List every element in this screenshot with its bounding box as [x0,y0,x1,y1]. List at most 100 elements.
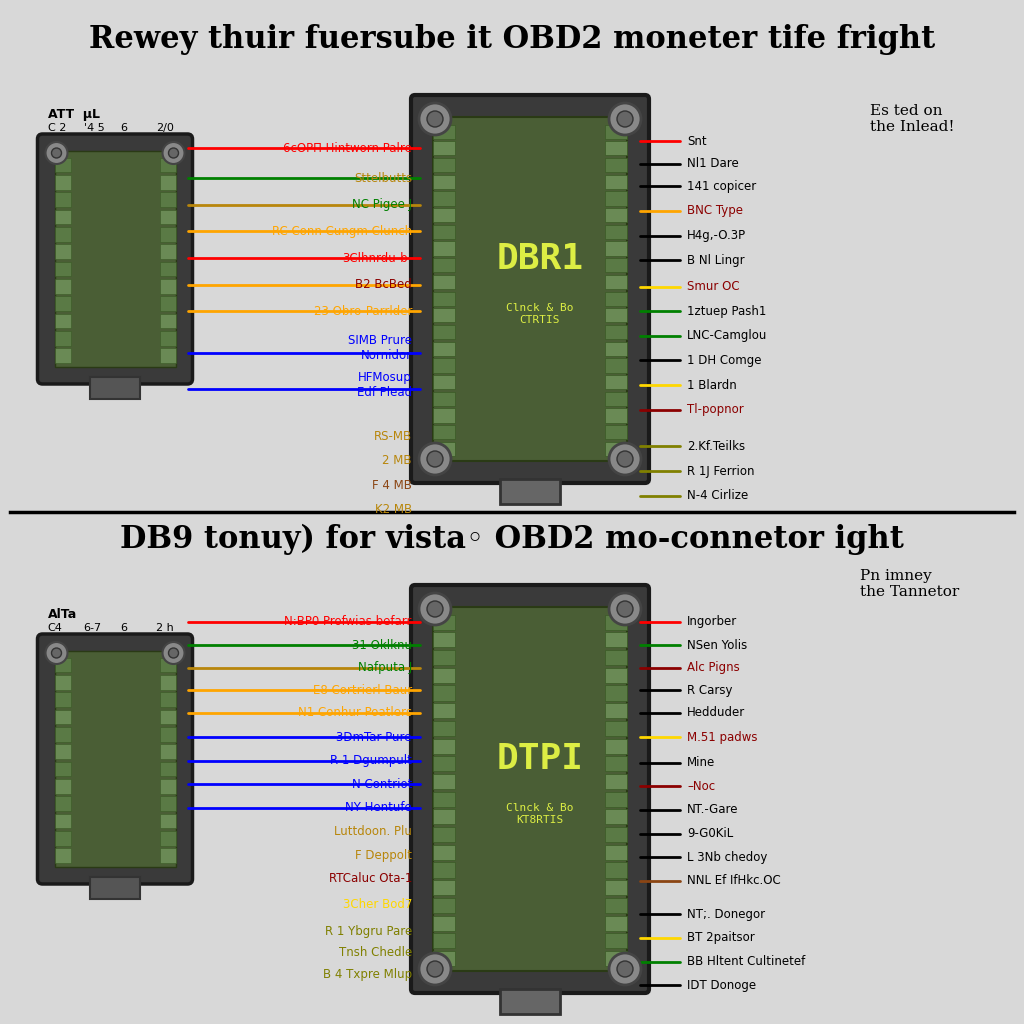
Bar [433,224,455,239]
Bar [433,650,455,666]
Circle shape [45,142,68,164]
Bar [433,242,455,256]
Text: NNL Ef IfHkc.OC: NNL Ef IfHkc.OC [687,874,780,887]
Bar [160,657,175,673]
Text: DB9 tonuy) for vista◦ OBD2 mo-connetor ight: DB9 tonuy) for vista◦ OBD2 mo-connetor i… [120,524,904,555]
Bar [605,375,627,389]
Text: 31 Oklknu: 31 Oklknu [352,639,412,651]
Text: 141 copicer: 141 copicer [687,180,757,193]
Bar [605,125,627,138]
Text: NT;. Donegor: NT;. Donegor [687,908,765,921]
Bar [54,296,71,311]
Text: Clnck & Bo
KT8RTIS: Clnck & Bo KT8RTIS [506,803,573,824]
Text: 6-7: 6-7 [84,623,101,633]
Bar [605,292,627,306]
Text: M.51 padws: M.51 padws [687,731,758,743]
Text: 2 h: 2 h [157,623,174,633]
Text: BT 2paitsor: BT 2paitsor [687,932,755,944]
Bar [90,377,140,399]
Bar [433,827,455,842]
Text: L 3Nb chedoy: L 3Nb chedoy [687,851,767,863]
Text: F Deppolt: F Deppolt [355,849,412,861]
Bar [160,279,175,294]
Circle shape [51,648,61,658]
Bar [160,158,175,172]
Text: B2 BcBed: B2 BcBed [355,279,412,291]
Text: ATT  µL: ATT µL [47,108,99,121]
Text: Pn imney
the Tannetor: Pn imney the Tannetor [860,569,959,599]
Bar [433,441,455,456]
Text: Tl-popnor: Tl-popnor [687,403,743,416]
Bar [54,848,71,863]
Bar [160,848,175,863]
Text: 2 MB: 2 MB [383,455,412,467]
Bar [54,245,71,259]
Bar [433,191,455,206]
Text: RTCaluc Ota-1: RTCaluc Ota-1 [329,872,412,885]
Bar [433,158,455,172]
Text: 1 Blardn: 1 Blardn [687,379,736,391]
Circle shape [427,961,443,977]
Text: E8 Cortrierl Baur: E8 Cortrierl Baur [312,684,412,696]
Bar [433,342,455,355]
Text: Nl1 Dare: Nl1 Dare [687,158,738,170]
Circle shape [617,111,633,127]
Bar [54,331,71,346]
Bar [605,933,627,948]
Text: SIMB Prure
Nornidor: SIMB Prure Nornidor [348,334,412,362]
Bar [433,607,627,971]
Text: 3Clhnrdu-b-: 3Clhnrdu-b- [342,252,412,264]
Text: RS-MB: RS-MB [374,430,412,442]
Text: NT.-Gare: NT.-Gare [687,804,738,816]
Text: 6: 6 [120,623,127,633]
Bar [160,710,175,724]
Bar [433,425,455,439]
Bar [605,325,627,339]
Bar [605,158,627,172]
Text: B Nl Lingr: B Nl Lingr [687,254,744,266]
Bar [160,675,175,690]
Bar [160,227,175,242]
Text: IDT Donoge: IDT Donoge [687,979,756,991]
Text: R Carsy: R Carsy [687,684,732,696]
Bar [54,151,175,367]
Text: 6: 6 [120,123,127,133]
Bar [605,441,627,456]
Text: Ingorber: Ingorber [687,615,737,628]
Text: R 1 Ybgru Pare: R 1 Ybgru Pare [325,926,412,938]
Bar [605,258,627,272]
Text: R 1 Dgumpult: R 1 Dgumpult [330,755,412,767]
Text: Smur OC: Smur OC [687,281,739,293]
Bar [433,685,455,700]
Bar [605,792,627,807]
Bar [433,933,455,948]
Text: Tnsh Chedle: Tnsh Chedle [339,946,412,958]
Circle shape [427,111,443,127]
Bar [433,898,455,913]
Text: Clnck & Bo
CTRTIS: Clnck & Bo CTRTIS [506,303,573,325]
Bar [160,175,175,189]
Bar [433,175,455,188]
Bar [605,358,627,373]
Text: Snt: Snt [687,135,707,147]
Bar [433,375,455,389]
Bar [433,757,455,771]
Bar [433,409,455,423]
Bar [54,210,71,224]
Bar [160,348,175,362]
Text: F 4 MB: F 4 MB [372,479,412,492]
Bar [605,774,627,790]
FancyBboxPatch shape [38,634,193,884]
Bar [433,668,455,683]
Bar [160,727,175,741]
Circle shape [163,642,184,664]
Circle shape [419,443,451,475]
Bar [90,877,140,899]
Bar [433,258,455,272]
Circle shape [609,593,641,625]
Bar [160,797,175,811]
Text: N:BP0 Profwias befarr: N:BP0 Profwias befarr [285,615,412,628]
Bar [433,392,455,406]
Text: 23 Obro-Parrlder: 23 Obro-Parrlder [313,305,412,317]
Bar [160,814,175,828]
